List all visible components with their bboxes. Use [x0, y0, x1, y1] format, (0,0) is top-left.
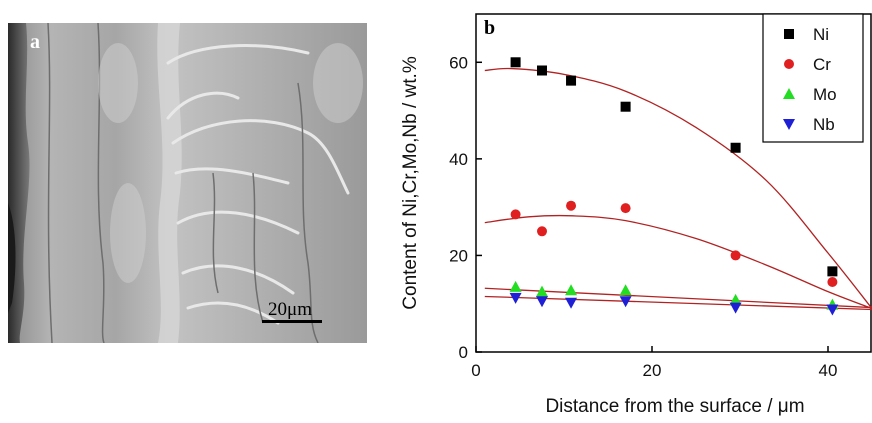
x-tick-label: 40	[819, 361, 838, 380]
plot-frame	[475, 13, 872, 353]
legend-label-mo: Mo	[813, 85, 837, 104]
legend-marker-nb	[783, 119, 795, 130]
data-point-nb	[509, 292, 522, 304]
data-point-ni	[510, 57, 521, 68]
scatter-chart: 0 20 40 0 20 40 60 b Distance from the surface…	[400, 13, 872, 417]
legend-marker-mo	[783, 88, 795, 99]
scale-bar	[262, 320, 322, 323]
data-point-ni	[537, 65, 547, 76]
data-point-mo	[729, 293, 742, 305]
data-point-cr	[730, 250, 741, 261]
legend-label-cr: Cr	[813, 55, 831, 74]
x-axis-title: Distance from the surface / μm	[545, 396, 804, 417]
data-point-ni	[620, 101, 631, 112]
data-point-cr	[827, 276, 838, 287]
legend-marker-cr	[784, 59, 794, 69]
panel-label-b: b	[484, 17, 495, 39]
data-point-cr	[537, 226, 547, 237]
data-point-nb	[565, 297, 578, 309]
scale-bar-label: 20μm	[268, 299, 312, 320]
data-point-cr	[566, 200, 577, 211]
fit-curve-mo	[484, 287, 872, 309]
y-tick-label: 20	[449, 246, 468, 265]
fit-curve-cr	[484, 214, 872, 310]
data-points	[509, 57, 839, 316]
data-point-ni	[827, 266, 838, 277]
legend-label-nb: Nb	[813, 115, 835, 134]
sem-micrograph: a 20μm	[8, 23, 367, 343]
data-point-ni	[730, 142, 741, 153]
plot-border	[475, 13, 872, 353]
legend-marker-ni	[784, 29, 794, 39]
data-point-ni	[566, 75, 577, 86]
fit-curves	[484, 67, 872, 311]
data-point-nb	[619, 296, 632, 308]
axis-ticks: 0 20 40 0 20 40 60	[449, 53, 837, 380]
data-point-mo	[509, 280, 522, 292]
fit-curve-nb	[484, 295, 872, 311]
x-tick-label: 0	[471, 361, 480, 380]
data-point-mo	[565, 284, 578, 296]
data-point-cr	[620, 203, 631, 214]
data-point-cr	[510, 209, 521, 220]
data-point-nb	[729, 302, 742, 314]
data-point-nb	[536, 296, 548, 308]
fit-curve-ni	[484, 67, 872, 309]
panel-label-a: a	[30, 31, 40, 53]
legend-box	[762, 13, 864, 143]
x-tick-label: 20	[643, 361, 662, 380]
data-point-mo	[536, 285, 548, 297]
y-tick-label: 40	[449, 150, 468, 169]
data-point-nb	[826, 304, 839, 316]
y-axis-title: Content of Ni,Cr,Mo,Nb / wt.%	[400, 56, 421, 310]
legend-label-ni: Ni	[813, 25, 829, 44]
legend: Ni Cr Mo Nb	[762, 13, 864, 143]
data-point-mo	[619, 284, 632, 296]
y-tick-label: 60	[449, 53, 468, 72]
y-tick-label: 0	[459, 343, 468, 362]
